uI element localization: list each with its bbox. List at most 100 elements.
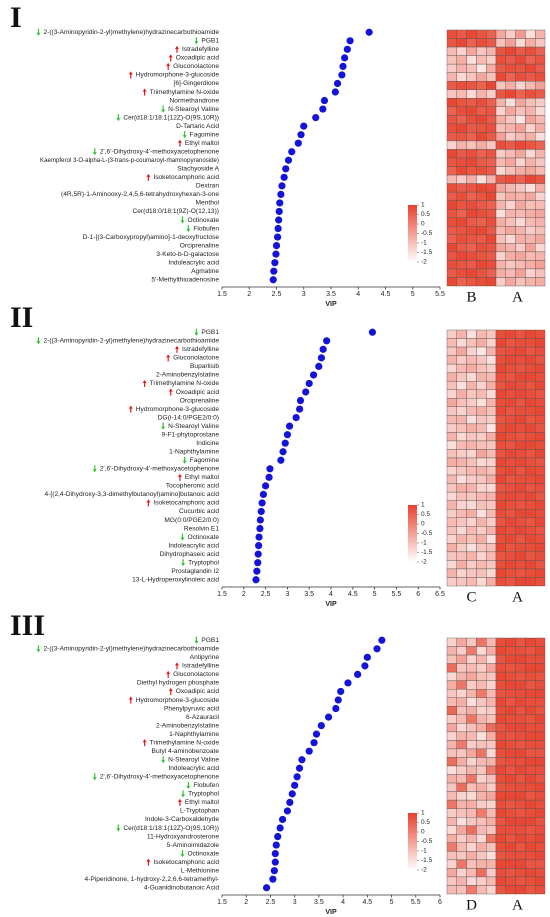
colorbar xyxy=(408,205,417,262)
heatmap-cell xyxy=(505,166,516,176)
x-tick-label: 4.5 xyxy=(348,591,358,598)
x-tick-label: 5.5 xyxy=(392,591,402,598)
colorbar-label: -1 xyxy=(421,540,427,547)
heatmap-cell xyxy=(456,123,467,133)
heatmap-cell xyxy=(535,38,546,48)
vip-dot xyxy=(354,670,362,679)
heatmap-cell xyxy=(456,774,467,784)
heatmap-cell xyxy=(495,551,507,561)
heatmap-cell xyxy=(515,149,526,159)
heatmap-cell xyxy=(476,654,487,664)
heatmap-cell xyxy=(446,509,458,518)
heatmap-cell xyxy=(446,217,458,227)
heatmap-cell xyxy=(456,740,467,750)
heatmap-cell xyxy=(476,251,487,261)
heatmap-cell xyxy=(466,55,477,65)
heatmap-cell xyxy=(495,432,507,442)
heatmap-cell xyxy=(466,706,477,715)
heatmap-cell xyxy=(456,842,467,852)
vip-dot xyxy=(298,756,306,764)
heatmap-cell xyxy=(486,329,497,339)
x-tick-label: 3.5 xyxy=(326,291,336,298)
heatmap-cell xyxy=(515,491,526,501)
heatmap-cell xyxy=(476,226,487,235)
vip-dot xyxy=(331,88,339,96)
heatmap-cell xyxy=(456,457,467,467)
row-label: D-1-[(3-Carboxypropyl)amino]-1-deoxyfruc… xyxy=(83,234,220,241)
heatmap-cell xyxy=(495,183,507,193)
heatmap-cell xyxy=(466,217,477,227)
vip-dot xyxy=(346,37,354,45)
heatmap-cell xyxy=(486,268,497,278)
heatmap-cell xyxy=(446,29,458,39)
heatmap-cell xyxy=(515,885,526,895)
vip-dot xyxy=(278,815,287,824)
vip-dot xyxy=(270,267,278,275)
heatmap-cell xyxy=(456,63,467,73)
heatmap-cell xyxy=(505,98,516,108)
vip-dot xyxy=(276,824,284,832)
heatmap-cell xyxy=(446,731,458,741)
heatmap-cell xyxy=(525,808,536,818)
heatmap-cell xyxy=(456,80,467,90)
row-label: N-Stearoyl Valine xyxy=(168,423,219,430)
row-label: Cer(d18:1/18:1(12Z)-O(9S,10R)) xyxy=(123,114,219,121)
trend-arrow-head xyxy=(194,640,199,644)
heatmap-cell xyxy=(446,517,458,527)
heatmap-cell xyxy=(476,183,487,193)
heatmap-cell xyxy=(495,46,507,56)
heatmap-cell xyxy=(486,876,497,886)
heatmap-cell xyxy=(466,774,477,784)
heatmap-cell xyxy=(476,208,487,218)
heatmap-cell xyxy=(486,63,497,73)
heatmap-cell xyxy=(515,234,526,244)
heatmap-cell xyxy=(505,671,516,681)
heatmap-cell xyxy=(446,415,458,425)
heatmap-cell xyxy=(486,817,497,826)
heatmap-cell xyxy=(486,731,497,741)
heatmap-cell xyxy=(456,723,467,733)
heatmap-cell xyxy=(525,432,536,442)
vip-dot xyxy=(270,867,278,875)
heatmap-cell xyxy=(495,637,507,647)
heatmap-cell xyxy=(495,808,507,818)
row-label: Trimethylamine N-oxide xyxy=(150,739,220,746)
heatmap-cell xyxy=(456,868,467,878)
heatmap-cell xyxy=(466,757,477,767)
heatmap-cell xyxy=(466,363,477,373)
heatmap-cell xyxy=(456,825,467,835)
heatmap-cell xyxy=(515,115,526,125)
vip-dot xyxy=(266,465,274,473)
heatmap-cell xyxy=(466,509,477,518)
heatmap-cell xyxy=(476,808,487,818)
heatmap-cell xyxy=(466,29,477,39)
trend-arrow-head xyxy=(174,45,179,49)
heatmap-cell xyxy=(466,72,477,82)
row-label: Istradefylline xyxy=(182,663,219,670)
heatmap-cell xyxy=(505,338,516,348)
heatmap-cell xyxy=(466,551,477,561)
heatmap-cell xyxy=(525,398,536,407)
heatmap-cell xyxy=(486,98,497,108)
vip-dot xyxy=(269,276,277,284)
row-label: Istradefylline xyxy=(182,46,219,53)
heatmap-cell xyxy=(486,217,497,227)
heatmap-cell xyxy=(495,526,507,535)
heatmap-cell xyxy=(466,466,477,476)
heatmap-cell xyxy=(446,449,458,459)
heatmap-cell xyxy=(456,234,467,244)
heatmap-cell xyxy=(525,234,536,244)
heatmap-cell xyxy=(476,876,487,886)
heatmap-cell xyxy=(525,440,536,450)
vip-dot xyxy=(278,182,286,190)
row-label: 4-[(2,4-Dihydroxy-3,3-dimethylbutanoyl)a… xyxy=(45,491,220,498)
heatmap-cell xyxy=(486,723,497,733)
heatmap-cell xyxy=(515,29,526,39)
row-label: Resolvin E1 xyxy=(184,525,220,532)
heatmap-cell xyxy=(486,791,497,801)
heatmap-cell xyxy=(495,63,507,73)
heatmap-cell xyxy=(456,55,467,65)
heatmap-cell xyxy=(505,526,516,535)
heatmap-cell xyxy=(486,132,497,142)
heatmap-cell xyxy=(525,372,536,382)
